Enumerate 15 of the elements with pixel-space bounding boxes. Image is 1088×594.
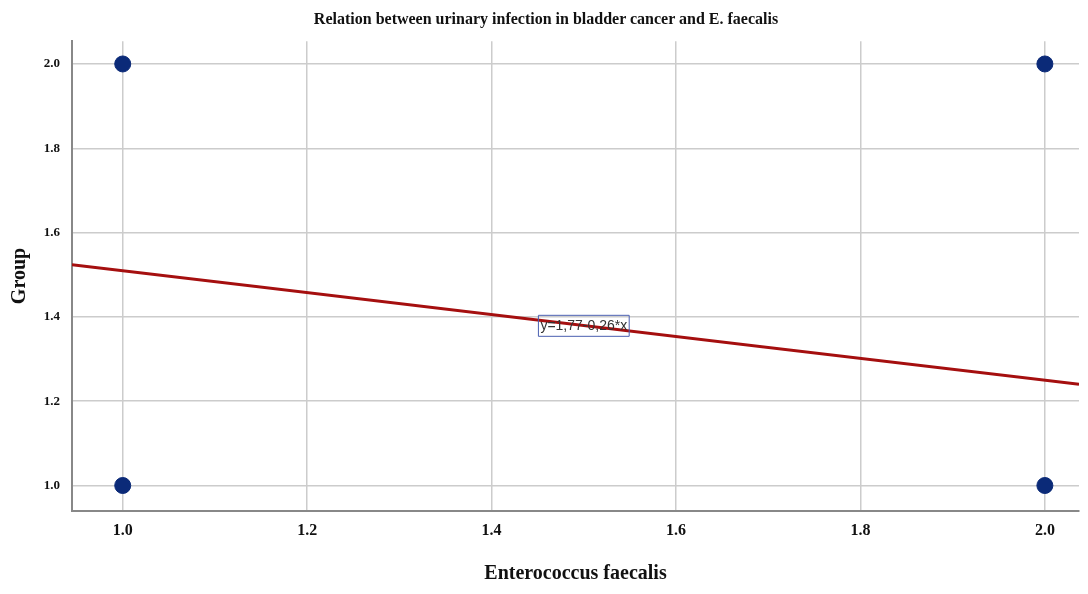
x-tick-label: 1.4 (481, 520, 502, 538)
x-tick-label: 1.2 (297, 520, 318, 538)
x-tick-label: 1.8 (850, 520, 871, 538)
y-tick-label: 1.2 (43, 392, 60, 408)
x-tick-label: 1.6 (666, 520, 687, 538)
x-tick-label: 2.0 (1034, 520, 1055, 538)
y-axis-title: Group (7, 247, 31, 305)
y-tick-label: 1.6 (43, 223, 61, 239)
y-tick-label: 1.4 (43, 308, 61, 324)
x-axis-title: Enterococcus faecalis (484, 561, 667, 584)
y-tick-label: 1.8 (43, 139, 61, 155)
y-tick-label: 1.0 (43, 476, 60, 492)
x-tick-label: 1.0 (112, 520, 133, 538)
y-tick-label: 2.0 (43, 55, 60, 71)
chart-title: Relation between urinary infection in bladder cancer and E. faecalis (313, 9, 779, 28)
